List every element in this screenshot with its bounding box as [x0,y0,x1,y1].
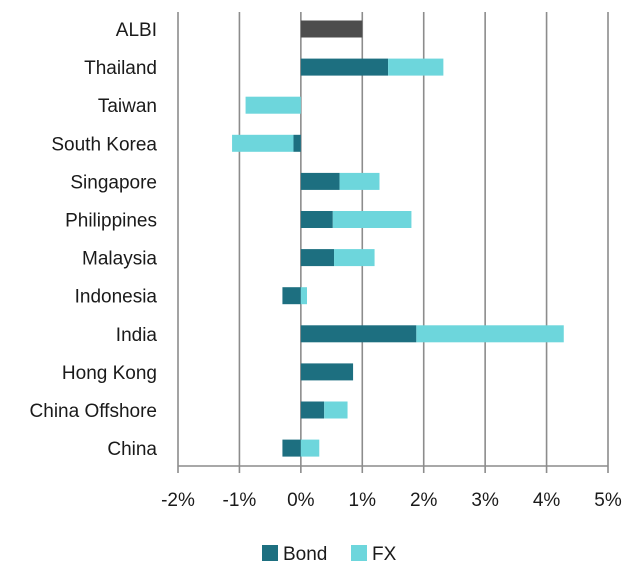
x-tick-label: 3% [471,490,499,511]
legend-swatch-bond [262,545,278,561]
bar-china-fx [300,439,320,457]
category-label-philippines: Philippines [65,211,157,232]
x-tick-label: -1% [223,490,257,511]
category-label-china-offshore: China Offshore [30,401,157,422]
bar-china-offshore-bond [300,401,325,419]
legend: Bond FX [262,544,397,565]
bar-thailand-bond [300,58,389,76]
bar-china-offshore-fx [324,401,348,419]
category-labels: ALBI Thailand Taiwan South Korea Singapore Ph… [30,20,158,460]
x-tick-label: 5% [594,490,622,511]
bar-albi-bond [300,20,363,38]
bar-singapore-fx [339,172,380,190]
bar-malaysia-bond [300,249,335,267]
x-tick-label: 4% [533,490,561,511]
legend-label-fx: FX [372,544,397,565]
category-label-hong-kong: Hong Kong [62,363,157,384]
bar-india-bond [300,325,417,343]
x-tick-label: -2% [161,490,195,511]
category-label-malaysia: Malaysia [82,249,157,270]
bar-india-fx [416,325,564,343]
bar-philippines-bond [300,211,333,228]
category-label-south-korea: South Korea [51,134,157,155]
x-tick-label: 1% [349,490,377,511]
bar-malaysia-fx [334,249,375,267]
x-tick-label: 0% [287,490,315,511]
bars [232,20,564,457]
category-label-indonesia: Indonesia [75,287,158,308]
category-label-taiwan: Taiwan [98,96,157,117]
bar-singapore-bond [300,172,340,190]
x-tick-label: 2% [410,490,438,511]
legend-label-bond: Bond [283,544,327,565]
bar-philippines-fx [332,211,412,228]
bar-south-korea-bond [293,134,301,152]
category-label-india: India [116,325,158,346]
bar-indonesia-fx [300,287,307,305]
bar-china-bond [282,439,301,457]
category-label-thailand: Thailand [84,58,157,79]
bar-hong-kong-bond [300,363,354,381]
bar-south-korea-fx [232,134,294,152]
bar-thailand-fx [388,58,444,76]
category-label-albi: ALBI [116,20,157,41]
bar-taiwan-fx [245,96,301,114]
category-label-china: China [107,439,157,460]
grid-lines [177,12,609,466]
legend-swatch-fx [351,545,367,561]
category-label-singapore: Singapore [70,172,157,193]
bar-indonesia-bond [282,287,301,305]
x-axis: -2% -1% 0% 1% 2% 3% 4% 5% [161,465,622,511]
